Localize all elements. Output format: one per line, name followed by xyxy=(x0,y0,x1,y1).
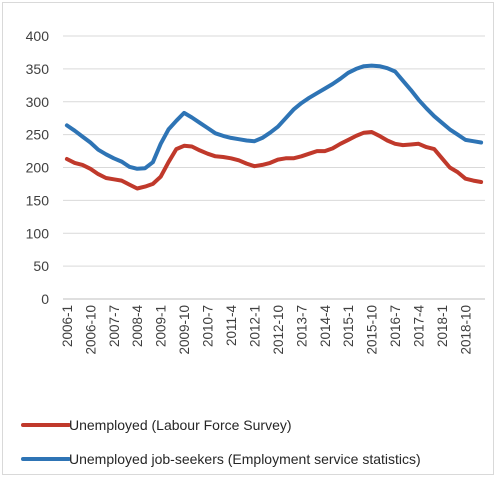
series-line-2 xyxy=(64,63,484,171)
x-tick-label: 2009-1 xyxy=(154,305,169,347)
y-axis-tick-labels: 0 50 100 150 200 250 300 350 400 xyxy=(26,28,50,307)
x-tick-label: 2015-10 xyxy=(365,305,380,355)
x-tick-label: 2018-10 xyxy=(458,305,473,355)
x-tick-label: 2008-4 xyxy=(130,305,145,348)
y-tick-label: 150 xyxy=(26,192,50,208)
x-tick-label: 2012-1 xyxy=(247,305,262,347)
legend-label-2: Unemployed job-seekers (Employment servi… xyxy=(69,451,421,467)
x-tick-label: 2009-10 xyxy=(177,305,192,355)
y-tick-label: 300 xyxy=(26,94,50,110)
y-tick-label: 200 xyxy=(26,160,50,176)
x-tick-label: 2016-7 xyxy=(388,305,403,347)
x-tick-label: 2007-7 xyxy=(107,305,122,347)
y-tick-label: 50 xyxy=(33,258,49,274)
x-tick-label: 2010-7 xyxy=(201,305,216,347)
x-tick-label: 2006-10 xyxy=(83,305,98,355)
series-lines xyxy=(64,63,484,191)
x-tick-label: 2014-4 xyxy=(318,305,333,348)
x-tick-label: 2011-4 xyxy=(224,305,239,347)
x-tick-label: 2006-1 xyxy=(60,305,75,347)
y-tick-label: 250 xyxy=(26,127,50,143)
y-tick-label: 100 xyxy=(26,225,50,241)
legend: Unemployed (Labour Force Survey) Unemploy… xyxy=(21,417,421,467)
gridlines xyxy=(63,35,485,267)
x-tick-label: 2018-1 xyxy=(435,305,450,347)
y-tick-label: 0 xyxy=(41,291,49,307)
x-tick-label: 2017-4 xyxy=(412,305,427,348)
chart-frame: 0 50 100 150 200 250 300 350 400 2006-1 2006-10 20… xyxy=(2,2,494,475)
series-line-1 xyxy=(64,130,484,191)
x-axis-tick-labels: 2006-1 2006-10 2007-7 2008-4 2009-1 2009-10 20… xyxy=(60,305,474,355)
x-tick-label: 2015-1 xyxy=(341,305,356,347)
legend-label-1: Unemployed (Labour Force Survey) xyxy=(69,417,292,433)
x-tick-label: 2013-7 xyxy=(294,305,309,347)
y-tick-label: 350 xyxy=(26,61,50,77)
y-tick-label: 400 xyxy=(26,28,50,44)
x-tick-label: 2012-10 xyxy=(271,305,286,355)
